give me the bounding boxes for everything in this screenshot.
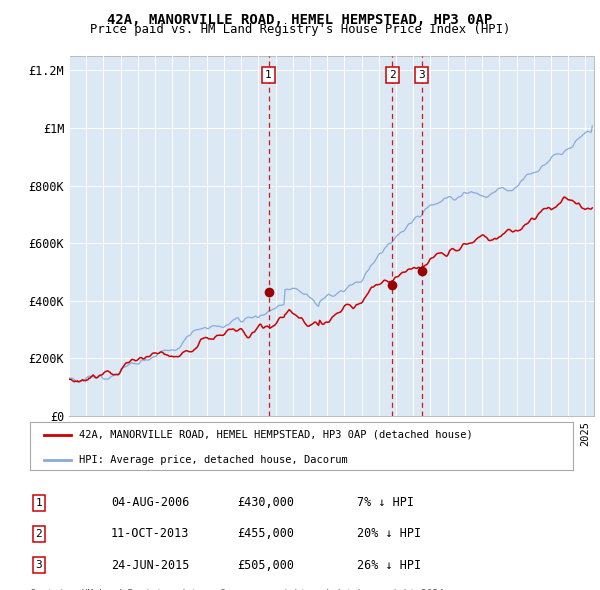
Text: 3: 3 <box>418 70 425 80</box>
Text: 24-JUN-2015: 24-JUN-2015 <box>111 559 190 572</box>
Text: 26% ↓ HPI: 26% ↓ HPI <box>357 559 421 572</box>
Text: 2: 2 <box>389 70 395 80</box>
Text: 2: 2 <box>35 529 43 539</box>
Text: £455,000: £455,000 <box>237 527 294 540</box>
Text: Price paid vs. HM Land Registry's House Price Index (HPI): Price paid vs. HM Land Registry's House … <box>90 23 510 36</box>
Text: 20% ↓ HPI: 20% ↓ HPI <box>357 527 421 540</box>
Text: 04-AUG-2006: 04-AUG-2006 <box>111 496 190 509</box>
Text: £430,000: £430,000 <box>237 496 294 509</box>
Text: Contains HM Land Registry data © Crown copyright and database right 2024.: Contains HM Land Registry data © Crown c… <box>30 589 450 590</box>
Text: 1: 1 <box>265 70 272 80</box>
Text: 1: 1 <box>35 498 43 507</box>
Text: £505,000: £505,000 <box>237 559 294 572</box>
Text: 3: 3 <box>35 560 43 570</box>
Text: 42A, MANORVILLE ROAD, HEMEL HEMPSTEAD, HP3 0AP (detached house): 42A, MANORVILLE ROAD, HEMEL HEMPSTEAD, H… <box>79 430 473 440</box>
Text: 42A, MANORVILLE ROAD, HEMEL HEMPSTEAD, HP3 0AP: 42A, MANORVILLE ROAD, HEMEL HEMPSTEAD, H… <box>107 13 493 27</box>
Text: 7% ↓ HPI: 7% ↓ HPI <box>357 496 414 509</box>
Text: 11-OCT-2013: 11-OCT-2013 <box>111 527 190 540</box>
Text: HPI: Average price, detached house, Dacorum: HPI: Average price, detached house, Daco… <box>79 454 347 464</box>
